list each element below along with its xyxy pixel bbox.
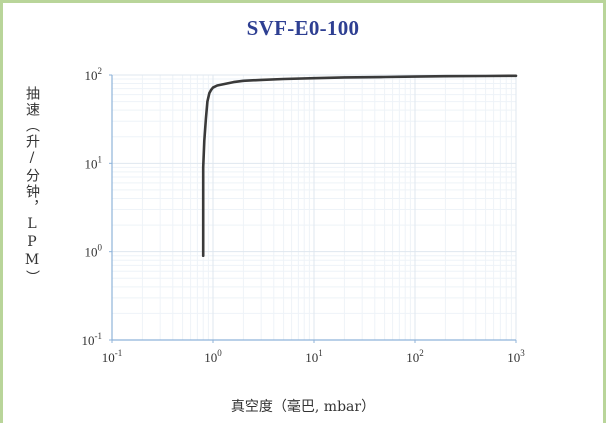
x-tick-label: 100 [204, 348, 222, 365]
x-tick-label: 103 [507, 348, 525, 365]
axes [109, 74, 517, 343]
y-axis-label: 抽速（升/分钟，LPM） [24, 86, 40, 286]
y-tick-label: 100 [85, 243, 103, 260]
data-series [201, 74, 518, 257]
x-tick-label: 10-1 [102, 348, 123, 365]
x-tick-label: 102 [406, 348, 424, 365]
grid-lines [111, 74, 517, 341]
y-tick-label: 10-1 [82, 331, 103, 348]
x-axis-label: 真空度（毫巴, mbar） [230, 399, 376, 415]
y-tick-label: 101 [85, 154, 103, 171]
y-tick-label: 102 [85, 66, 103, 83]
chart-title: SVF-E0-100 [246, 16, 360, 40]
x-tick-label: 101 [305, 348, 323, 365]
pumping-speed-line [201, 74, 518, 257]
tick-labels: 10-1 100 101 102 103 10-1 100 101 102 [82, 66, 526, 365]
